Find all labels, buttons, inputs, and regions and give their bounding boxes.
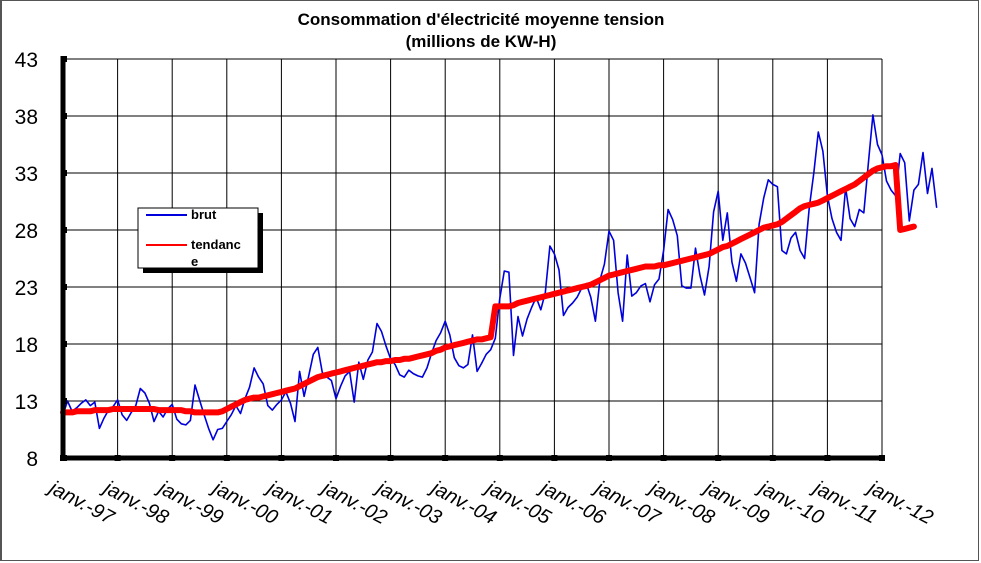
chart-subtitle: (millions de KW-H) xyxy=(406,32,557,51)
y-tick-label: 33 xyxy=(15,163,38,186)
y-tick-label: 28 xyxy=(15,220,38,243)
y-tick-label: 43 xyxy=(15,49,38,72)
axes xyxy=(60,56,885,461)
chart-title: Consommation d'électricité moyenne tensi… xyxy=(298,10,665,29)
series-group xyxy=(60,114,938,441)
x-axis-ticks: janv.-97janv.-98janv.-99janv.-00janv.-01… xyxy=(43,476,936,530)
legend-label-tendance: tendanc xyxy=(191,237,241,252)
legend-label-tendance-wrap: e xyxy=(191,254,198,269)
y-tick-label: 13 xyxy=(15,391,38,414)
series-line-brut xyxy=(62,114,938,441)
y-tick-label: 18 xyxy=(15,334,38,357)
legend-label-brut: brut xyxy=(191,207,217,222)
y-tick-label: 38 xyxy=(15,106,38,129)
series-line-tendance xyxy=(60,162,917,416)
y-tick-label: 8 xyxy=(26,448,38,471)
legend-box xyxy=(137,207,259,269)
legend: brut tendanc e xyxy=(137,207,263,273)
y-tick-label: 23 xyxy=(15,277,38,300)
y-axis-ticks: 43 38 33 28 23 18 13 8 xyxy=(15,49,38,471)
